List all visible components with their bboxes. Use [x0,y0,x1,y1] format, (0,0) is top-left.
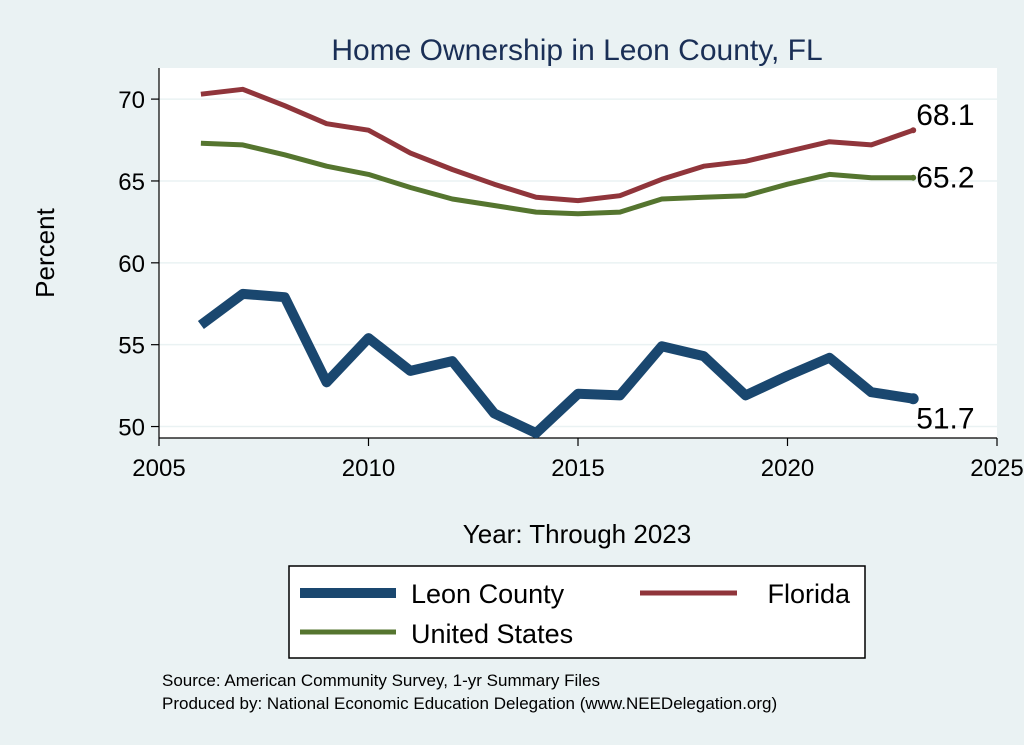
x-axis-title: Year: Through 2023 [463,519,691,549]
series-line-leon-county [197,288,914,439]
x-tick-label: 2020 [761,455,814,482]
legend-label-florida: Florida [767,579,851,609]
series-lines [197,86,915,439]
x-tick-label: 2015 [551,455,604,482]
legend-box [288,565,866,659]
legend-label-united-states: United States [411,619,573,649]
plot-area [159,68,997,438]
end-marker-leon-county [907,393,919,405]
y-tick-label: 70 [118,87,145,114]
y-tick-label: 65 [118,169,145,196]
end-label-leon-county: 51.7 [916,403,974,436]
x-tick-label: 2025 [970,455,1023,482]
legend-label-leon-county: Leon County [411,579,565,609]
legend: Leon County Florida United States [288,565,866,659]
produced-by-note: Produced by: National Economic Education… [162,694,777,713]
end-marker-united-states [910,174,917,181]
x-tick-label: 2005 [132,455,185,482]
chart-title: Home Ownership in Leon County, FL [331,34,822,67]
end-label-florida: 68.1 [916,99,974,132]
y-tick-label: 50 [118,415,145,442]
source-note: Source: American Community Survey, 1-yr … [162,671,600,690]
grid-lines [159,98,997,428]
series-line-united-states [200,140,914,217]
ticks: 50 55 60 65 70 2005 2010 2015 2020 2025 [118,87,1023,482]
y-tick-label: 55 [118,333,145,360]
y-tick-label: 60 [118,251,145,278]
y-axis-title: Percent [30,207,60,297]
series-line-florida [200,86,915,204]
end-label-united-states: 65.2 [916,162,974,195]
end-marker-florida [910,127,917,134]
x-tick-label: 2010 [342,455,395,482]
end-labels: 51.7 68.1 65.2 [907,99,975,436]
